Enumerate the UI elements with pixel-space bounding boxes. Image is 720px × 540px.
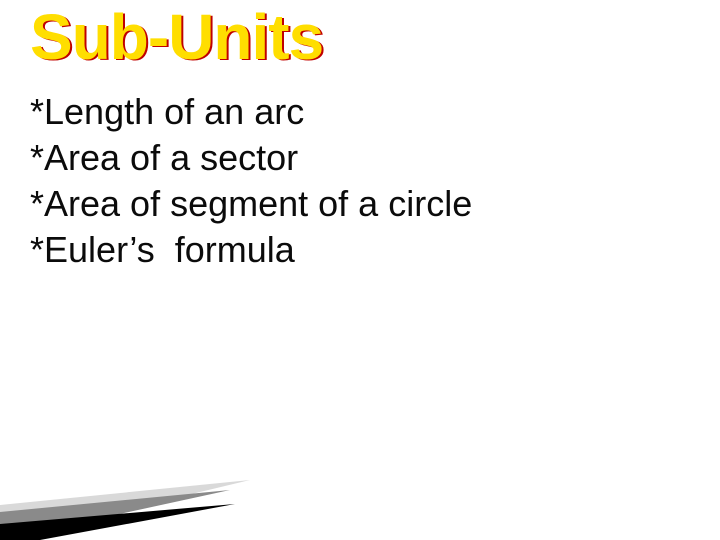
list-item: *Euler’s formula <box>30 227 690 273</box>
page-title: Sub-Units Sub-Units <box>30 4 690 71</box>
decor-gray <box>0 490 230 540</box>
title-front: Sub-Units <box>30 1 323 73</box>
list-item: *Area of segment of a circle <box>30 181 690 227</box>
decor-black <box>0 504 235 540</box>
decor-light <box>0 480 250 540</box>
slide: Sub-Units Sub-Units *Length of an arc *A… <box>0 0 720 540</box>
list-item: *Area of a sector <box>30 135 690 181</box>
sub-units-list: *Length of an arc *Area of a sector *Are… <box>30 89 690 273</box>
list-item: *Length of an arc <box>30 89 690 135</box>
corner-decor <box>0 420 720 540</box>
